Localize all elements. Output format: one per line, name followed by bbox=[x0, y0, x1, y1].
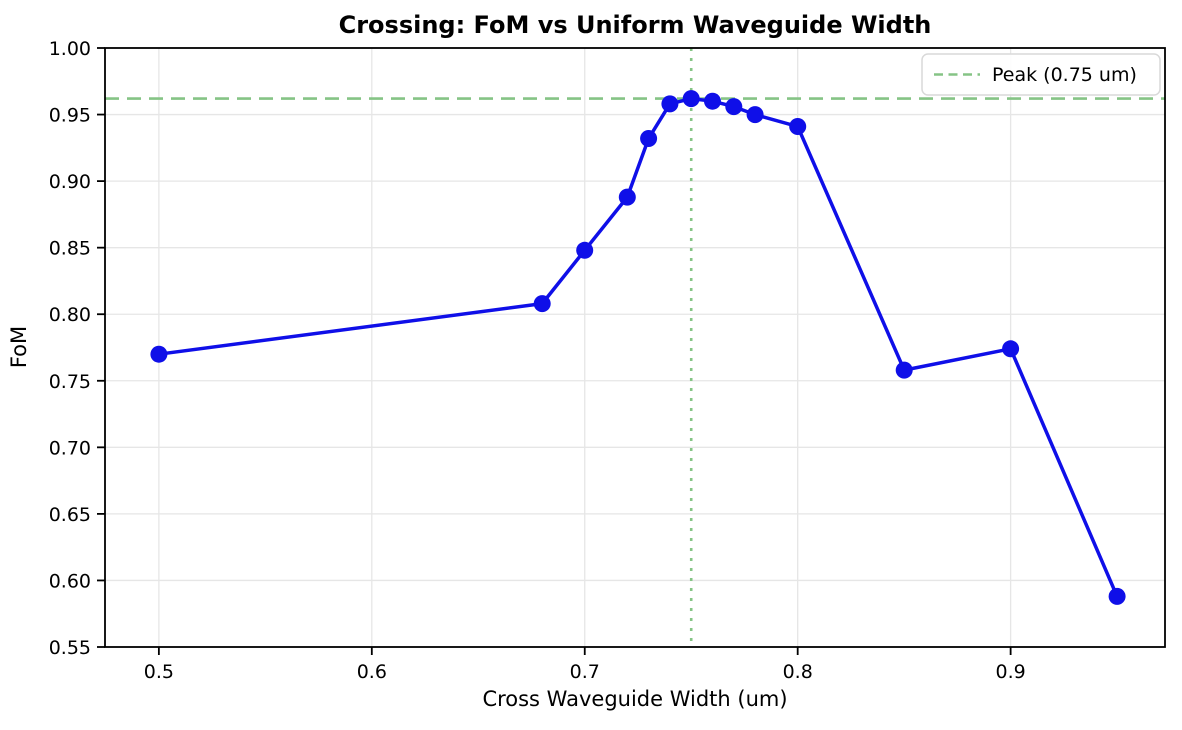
data-point bbox=[682, 90, 700, 108]
data-point bbox=[725, 98, 743, 116]
plot-area bbox=[105, 48, 1165, 647]
x-tick-label: 0.6 bbox=[357, 661, 387, 683]
fom-line bbox=[157, 96, 1119, 599]
legend-label: Peak (0.75 um) bbox=[992, 64, 1137, 86]
axis-ticks: 0.5 0.6 0.7 0.8 0.9 0.55 0.60 0.65 0.70 0.75 0.80 0… bbox=[49, 38, 1026, 683]
legend: Peak (0.75 um) bbox=[921, 53, 1161, 96]
y-axis-label: FoM bbox=[7, 326, 31, 368]
legend-box bbox=[921, 53, 1161, 96]
y-tick-label: 0.75 bbox=[49, 371, 91, 393]
data-point bbox=[1108, 587, 1126, 605]
data-point bbox=[895, 361, 913, 379]
y-tick-label: 0.55 bbox=[49, 637, 91, 659]
y-tick-label: 0.80 bbox=[49, 304, 91, 326]
chart-title: Crossing: FoM vs Uniform Waveguide Width bbox=[339, 11, 932, 39]
peak-reference-lines bbox=[105, 48, 1165, 647]
data-point bbox=[661, 95, 679, 113]
data-point bbox=[1002, 340, 1020, 358]
y-tick-label: 0.85 bbox=[49, 238, 91, 260]
fom-series bbox=[150, 90, 1126, 605]
y-tick-label: 0.65 bbox=[49, 504, 91, 526]
y-tick-label: 0.60 bbox=[49, 570, 91, 592]
x-axis-label: Cross Waveguide Width (um) bbox=[482, 687, 787, 711]
x-tick-label: 0.8 bbox=[783, 661, 813, 683]
data-point bbox=[618, 188, 636, 206]
data-point bbox=[704, 92, 721, 110]
x-tick-label: 0.5 bbox=[144, 661, 174, 683]
y-tick-label: 0.90 bbox=[49, 171, 91, 193]
y-tick-label: 1.00 bbox=[49, 38, 91, 60]
axes-spines bbox=[104, 47, 1166, 648]
data-point bbox=[789, 118, 807, 135]
y-tick-label: 0.95 bbox=[49, 105, 91, 127]
data-point bbox=[640, 130, 658, 147]
y-tick-label: 0.70 bbox=[49, 437, 91, 459]
x-tick-label: 0.7 bbox=[570, 661, 600, 683]
data-point bbox=[746, 106, 764, 124]
data-point bbox=[150, 345, 168, 363]
x-tick-label: 0.9 bbox=[996, 661, 1026, 683]
data-point bbox=[576, 241, 594, 259]
data-point bbox=[533, 295, 551, 313]
